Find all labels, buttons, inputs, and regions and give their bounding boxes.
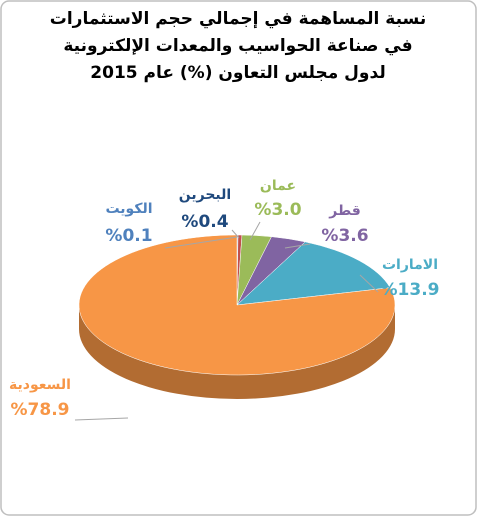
slice: [78, 234, 396, 376]
category-label: الكويت: [105, 201, 152, 217]
leader-line: [74, 417, 129, 421]
category-label: عمان: [260, 178, 296, 194]
leader-line: [231, 229, 240, 239]
category-label: الامارات: [382, 257, 438, 273]
value-label: %0.1: [105, 226, 152, 246]
chart-title: في صناعة الحواسيب والمعدات الإلكترونية: [63, 36, 412, 56]
category-label: البحرين: [179, 187, 231, 203]
value-label: %3.6: [321, 226, 368, 246]
value-label: %78.9: [11, 400, 70, 420]
category-label: قطر: [328, 203, 361, 219]
slice: [236, 241, 391, 306]
leader-line: [359, 274, 379, 293]
category-label: السعودية: [9, 377, 71, 393]
leader-line: [284, 243, 311, 249]
leader-line: [164, 236, 238, 249]
slice-side: [79, 305, 395, 399]
leader-line: [249, 221, 261, 241]
value-label: %0.4: [181, 212, 228, 232]
chart-title: نسبة المساهمة في إجمالي حجم الاستثمارات: [50, 9, 426, 29]
chart-title: لدول مجلس التعاون (%) عام 2015: [90, 63, 385, 83]
value-label: %3.0: [254, 200, 301, 220]
value-label: %13.9: [381, 280, 440, 300]
